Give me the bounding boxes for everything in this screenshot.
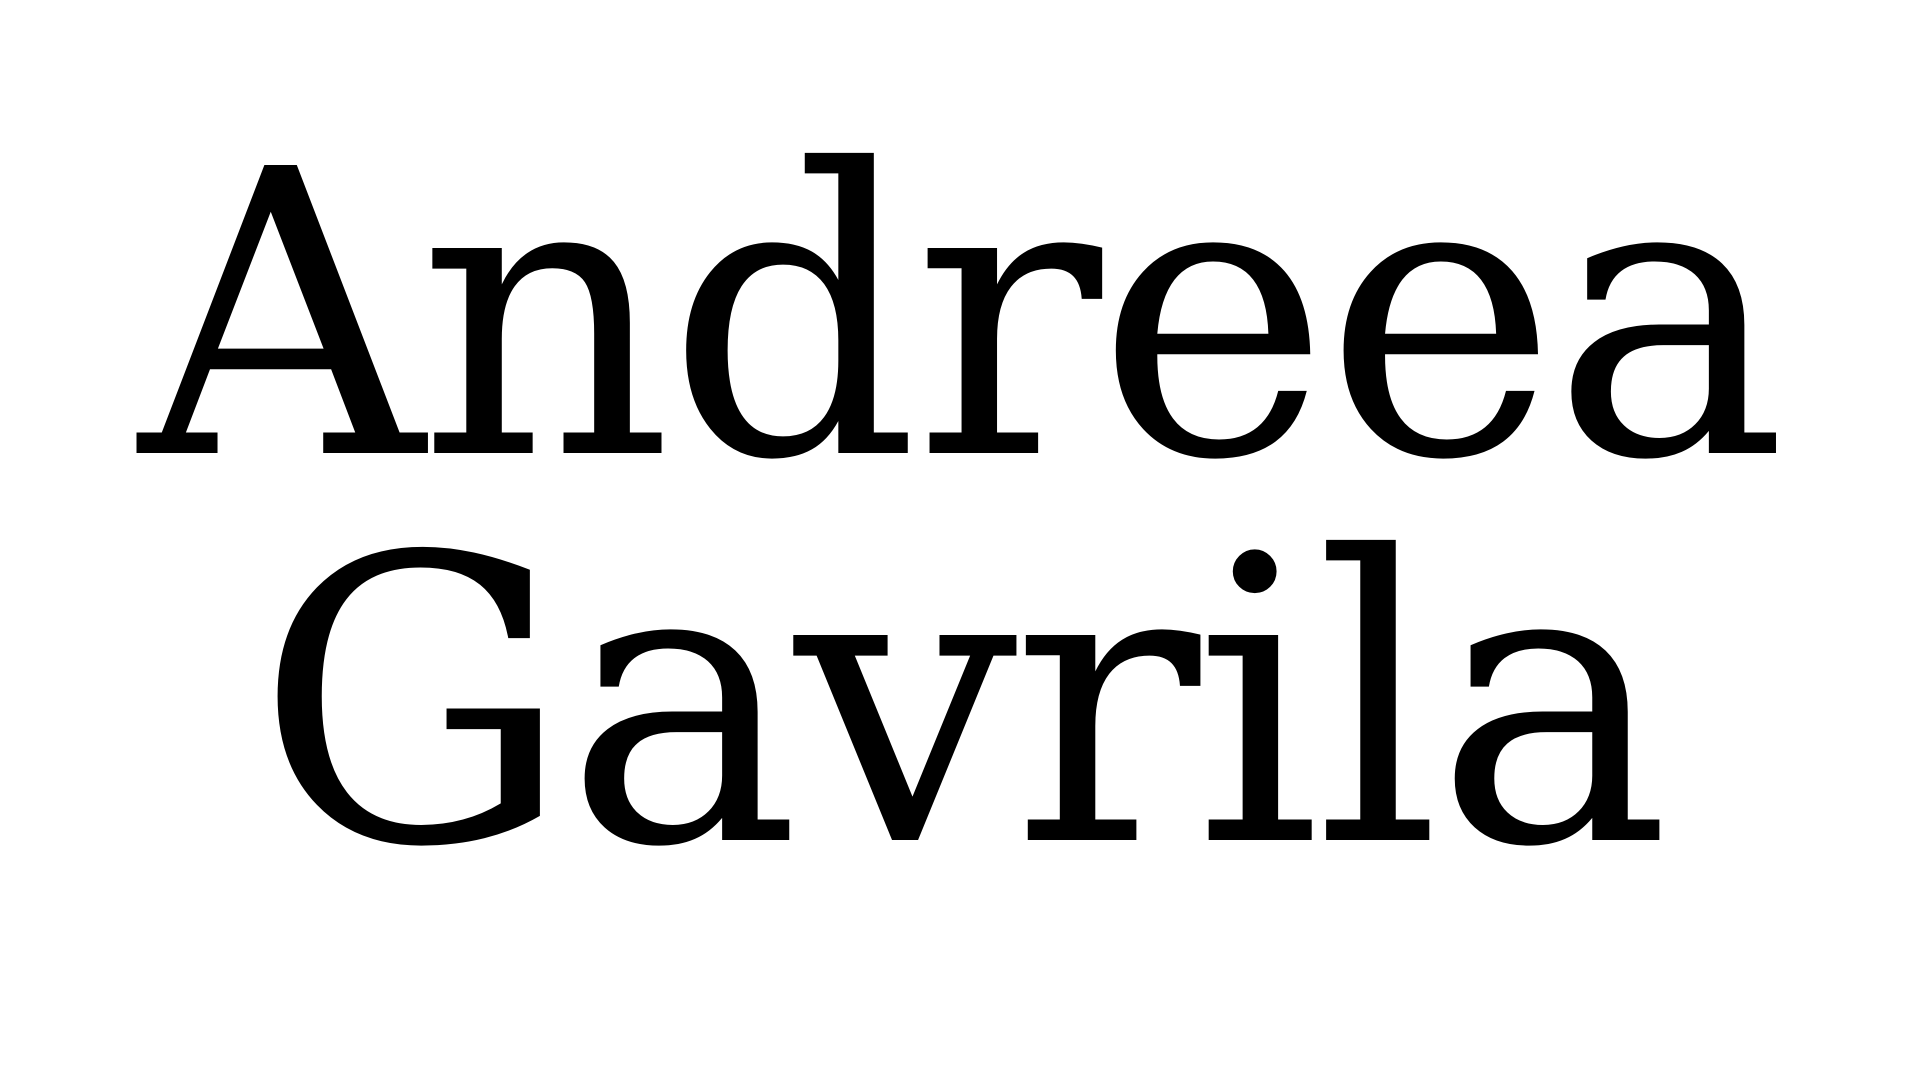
last-name: Gavrila: [255, 474, 1670, 934]
first-name: Andreea: [138, 87, 1787, 547]
